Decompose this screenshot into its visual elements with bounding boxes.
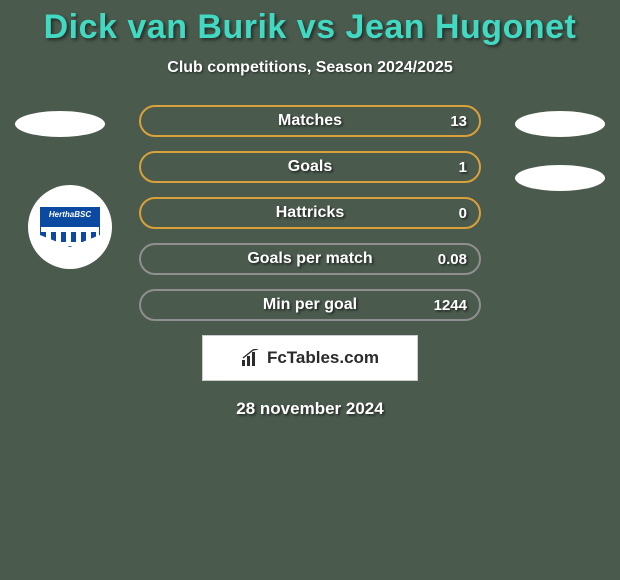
stat-bar-goals: Goals 1 (139, 151, 481, 183)
stat-bar-matches: Matches 13 (139, 105, 481, 137)
club-name: HerthaBSC (41, 210, 99, 219)
stat-bar-min-per-goal: Min per goal 1244 (139, 289, 481, 321)
stat-label: Hattricks (276, 204, 344, 222)
bar-chart-icon (241, 349, 261, 367)
stat-bars: Matches 13 Goals 1 Hattricks 0 Goals per… (139, 105, 481, 321)
stat-bar-hattricks: Hattricks 0 (139, 197, 481, 229)
stat-bar-goals-per-match: Goals per match 0.08 (139, 243, 481, 275)
player-right-placeholder-1 (515, 111, 605, 137)
comparison-content: HerthaBSC Matches 13 Goals 1 Hattricks 0… (0, 105, 620, 419)
brand-box[interactable]: FcTables.com (202, 335, 418, 381)
stat-label: Min per goal (263, 296, 357, 314)
stat-value: 1244 (434, 297, 467, 314)
club-badge: HerthaBSC (28, 185, 112, 269)
player-left-placeholder (15, 111, 105, 137)
date-text: 28 november 2024 (0, 399, 620, 419)
hertha-flag-icon: HerthaBSC (40, 207, 100, 247)
page-title: Dick van Burik vs Jean Hugonet (0, 0, 620, 47)
stat-value: 13 (450, 113, 467, 130)
subtitle: Club competitions, Season 2024/2025 (0, 59, 620, 77)
brand-text: FcTables.com (267, 348, 379, 368)
stat-label: Matches (278, 112, 342, 130)
stat-label: Goals (288, 158, 332, 176)
stat-value: 0 (459, 205, 467, 222)
player-right-placeholder-2 (515, 165, 605, 191)
stat-value: 0.08 (438, 251, 467, 268)
stat-label: Goals per match (247, 250, 372, 268)
flag-stripes (41, 232, 99, 242)
stat-value: 1 (459, 159, 467, 176)
